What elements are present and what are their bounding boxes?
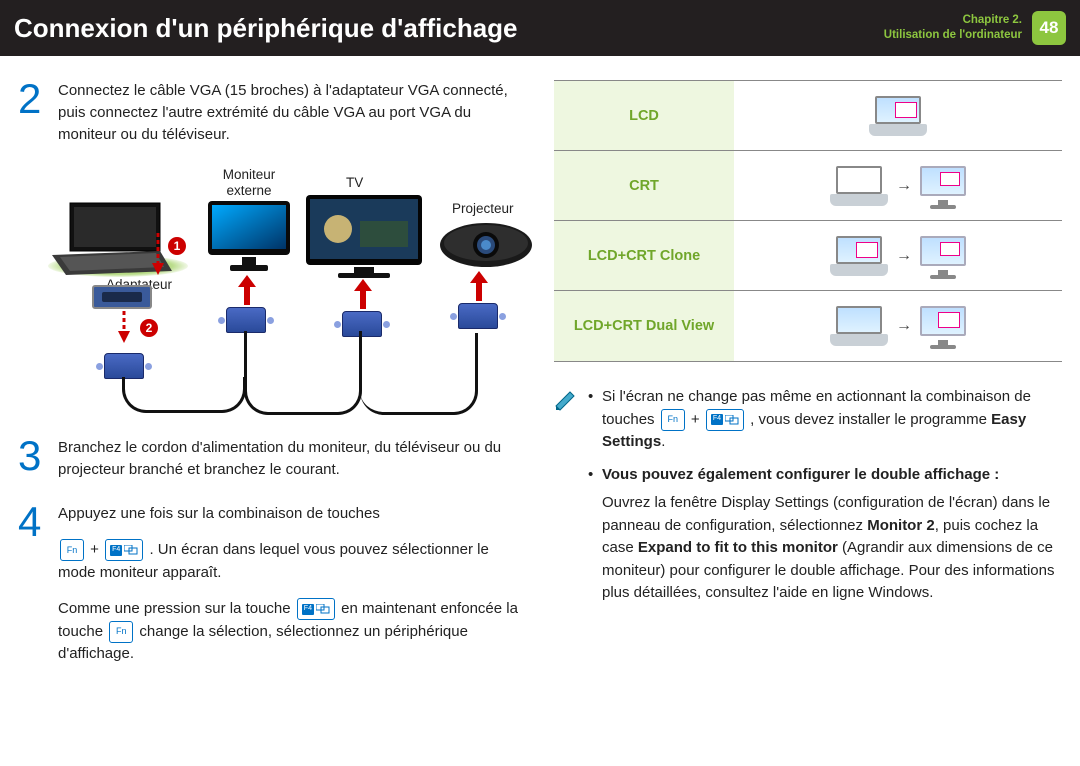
- f4-key-icon: F4: [706, 409, 744, 431]
- step-4: 4 Appuyez une fois sur la combinaison de…: [18, 503, 526, 680]
- page-title: Connexion d'un périphérique d'affichage: [14, 13, 884, 44]
- table-row: LCD: [554, 81, 1062, 151]
- step-number: 2: [18, 80, 48, 145]
- connection-diagram: Moniteur externe TV Projecteur 1 Adaptat…: [56, 167, 526, 427]
- label-projector: Projecteur: [452, 201, 514, 217]
- mode-label: LCD+CRT Clone: [554, 221, 734, 290]
- step-text: Branchez le cordon d'alimentation du mon…: [58, 437, 526, 481]
- diagram-badge-1: 1: [168, 237, 186, 255]
- table-row: CRT →: [554, 151, 1062, 221]
- note-bullet: Vous pouvez également configurer le doub…: [588, 464, 1062, 605]
- arrow-right-icon: →: [896, 177, 912, 195]
- mode-dual-icon: →: [734, 300, 1062, 352]
- arrow-to-plug-icon: [112, 311, 136, 356]
- vga-plug-icon: [104, 353, 144, 379]
- label-monitor: Moniteur externe: [214, 167, 284, 199]
- page-header: Connexion d'un périphérique d'affichage …: [0, 0, 1080, 56]
- projector-icon: [438, 219, 534, 276]
- table-row: LCD+CRT Dual View →: [554, 291, 1062, 361]
- vga-adapter-icon: [92, 285, 152, 309]
- arrow-right-icon: →: [896, 317, 912, 335]
- monitor-icon: [204, 197, 294, 282]
- mode-clone-icon: →: [734, 230, 1062, 282]
- step-number: 4: [18, 503, 48, 680]
- mode-label: CRT: [554, 151, 734, 220]
- chapter-label: Chapitre 2. Utilisation de l'ordinateur: [884, 13, 1022, 43]
- right-column: LCD CRT → LCD+CRT Clone →: [554, 80, 1062, 702]
- label-tv: TV: [346, 175, 363, 191]
- step-2: 2 Connectez le câble VGA (15 broches) à …: [18, 80, 526, 145]
- step-3: 3 Branchez le cordon d'alimentation du m…: [18, 437, 526, 481]
- mode-crt-icon: →: [734, 160, 1062, 212]
- diagram-badge-2: 2: [140, 319, 158, 337]
- fn-key-icon: Fn: [60, 539, 84, 561]
- f4-key-icon: F4: [105, 539, 143, 561]
- mode-label: LCD: [554, 81, 734, 150]
- vga-plug-icon: [458, 303, 498, 329]
- mode-label: LCD+CRT Dual View: [554, 291, 734, 361]
- table-row: LCD+CRT Clone →: [554, 221, 1062, 291]
- note-block: Si l'écran ne change pas même en actionn…: [554, 386, 1062, 615]
- left-column: 2 Connectez le câble VGA (15 broches) à …: [18, 80, 526, 702]
- arrow-right-icon: →: [896, 247, 912, 265]
- note-icon: [554, 386, 578, 615]
- step-number: 3: [18, 437, 48, 481]
- vga-plug-icon: [226, 307, 266, 333]
- step-text: Appuyez une fois sur la combinaison de t…: [58, 503, 526, 680]
- page-number-badge: 48: [1032, 11, 1066, 45]
- step-text: Connectez le câble VGA (15 broches) à l'…: [58, 80, 526, 145]
- note-bullet: Si l'écran ne change pas même en actionn…: [588, 386, 1062, 454]
- mode-lcd-icon: [734, 90, 1062, 142]
- tv-icon: [304, 193, 424, 284]
- f4-key-icon: F4: [297, 598, 335, 620]
- fn-key-icon: Fn: [661, 409, 685, 431]
- display-mode-table: LCD CRT → LCD+CRT Clone →: [554, 80, 1062, 362]
- fn-key-icon: Fn: [109, 621, 133, 643]
